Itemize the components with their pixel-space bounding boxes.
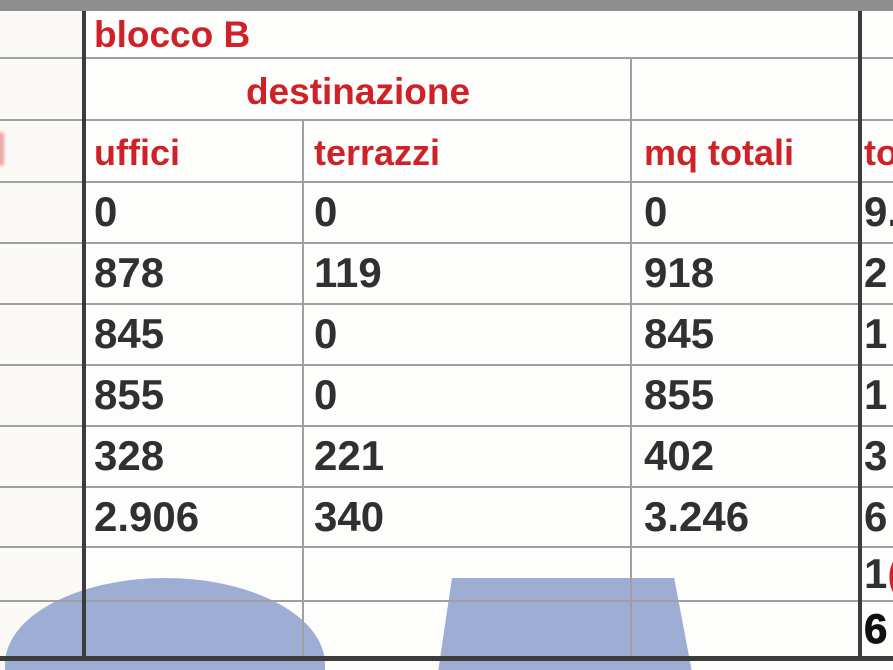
gridline-h — [0, 600, 893, 602]
data-cell[interactable]: 0 — [94, 188, 118, 235]
gridline-h — [0, 57, 893, 59]
data-cell[interactable] — [644, 551, 794, 601]
data-cell[interactable] — [94, 551, 244, 601]
data-cell-clipped[interactable]: 9. — [864, 188, 893, 235]
data-cell-clipped[interactable]: 1 — [864, 371, 888, 418]
data-cell[interactable]: 0 — [314, 310, 338, 357]
gridline-h — [0, 364, 893, 366]
data-cell[interactable]: 340 — [314, 493, 385, 540]
data-cell[interactable] — [644, 606, 794, 656]
data-cell[interactable]: 221 — [314, 432, 385, 479]
data-cell[interactable]: 2.906 — [94, 493, 200, 540]
gridline-h — [0, 303, 893, 305]
gridline-h — [0, 546, 893, 548]
data-cell-clipped[interactable]: 6 — [864, 493, 888, 540]
data-cell-clipped[interactable]: 3 — [864, 432, 888, 479]
data-value: 1 — [864, 550, 888, 597]
data-cell-clipped[interactable]: 2 — [864, 249, 888, 296]
top-border-band — [0, 0, 893, 11]
cell-merged-destinazione[interactable]: destinazione — [245, 71, 471, 112]
col-header-mq-totali[interactable]: mq totali — [644, 132, 794, 173]
table-left-border — [82, 9, 86, 661]
data-cell[interactable]: 328 — [94, 432, 165, 479]
table-right-border — [858, 9, 862, 661]
data-cell[interactable]: 855 — [644, 371, 715, 418]
table-bottom-border — [0, 656, 893, 661]
total-cell-clipped[interactable]: 6 — [864, 605, 888, 652]
data-cell[interactable]: 855 — [94, 371, 165, 418]
gridline-h — [0, 486, 893, 488]
gridline-h — [0, 242, 893, 244]
data-cell[interactable]: 119 — [314, 249, 382, 296]
gridline-v — [302, 119, 304, 658]
data-cell[interactable]: 3.246 — [644, 493, 750, 540]
watermark-shape-bar — [438, 578, 692, 670]
cell-block-title[interactable]: blocco B — [94, 14, 251, 55]
col-header-terrazzi[interactable]: terrazzi — [314, 132, 441, 173]
col-header-clipped-totale[interactable]: to — [864, 132, 893, 173]
data-cell-clipped[interactable]: 1 — [864, 310, 888, 357]
data-cell[interactable]: 845 — [644, 310, 715, 357]
data-cell[interactable]: 845 — [94, 310, 165, 357]
data-cell[interactable]: 402 — [644, 432, 715, 479]
data-cell[interactable] — [94, 606, 244, 656]
data-cell[interactable]: 0 — [644, 188, 668, 235]
data-cell[interactable] — [314, 606, 464, 656]
clipped-text-fragment — [0, 132, 4, 166]
data-cell[interactable]: 0 — [314, 188, 338, 235]
data-cell-clipped[interactable]: 1( — [864, 551, 893, 596]
data-cell[interactable]: 0 — [314, 371, 338, 418]
gridline-h — [0, 119, 893, 121]
clipped-red-fragment: ( — [887, 550, 893, 597]
left-column-background — [0, 0, 82, 670]
data-cell[interactable] — [314, 551, 464, 601]
gridline-v — [630, 57, 632, 658]
data-cell[interactable]: 918 — [644, 249, 715, 296]
data-cell[interactable]: 878 — [94, 249, 165, 296]
gridline-h — [0, 181, 893, 183]
gridline-h — [0, 425, 893, 427]
col-header-uffici[interactable]: uffici — [94, 132, 180, 173]
